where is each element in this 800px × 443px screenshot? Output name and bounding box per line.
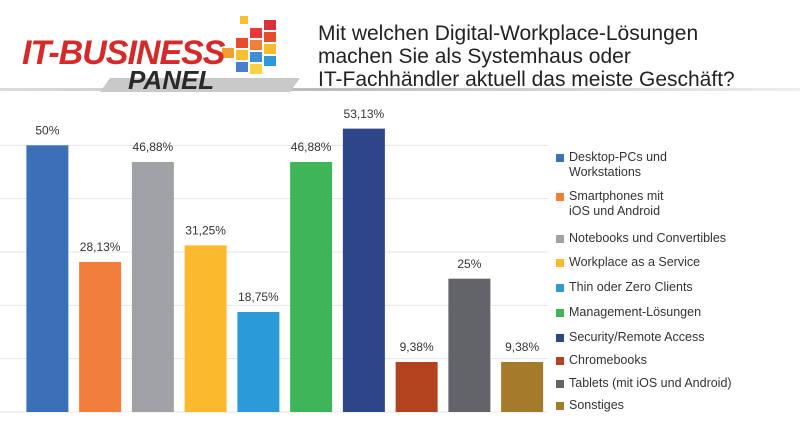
legend-label: Sonstiges <box>569 398 624 412</box>
value-label: 50% <box>35 124 59 138</box>
bar <box>237 312 280 412</box>
legend-entry: Sonstiges <box>556 398 624 413</box>
bar <box>501 361 544 412</box>
chart-title: Mit welchen Digital-Workplace-Lösungen m… <box>318 22 735 91</box>
bar <box>79 261 122 412</box>
legend-label: Chromebooks <box>569 353 647 367</box>
legend-swatch <box>556 334 564 342</box>
legend-swatch <box>556 284 564 292</box>
bar <box>395 361 438 412</box>
bar <box>290 161 333 412</box>
bar <box>26 145 69 413</box>
legend-swatch <box>556 357 564 365</box>
legend-label: Notebooks und Convertibles <box>569 231 727 245</box>
value-label: 28,13% <box>80 240 121 254</box>
legend-entry: Tablets (mit iOS und Android) <box>556 376 732 391</box>
legend-entry: Desktop-PCs und Workstations <box>556 150 667 180</box>
value-label: 18,75% <box>238 290 279 304</box>
legend-swatch <box>556 235 564 243</box>
bar <box>184 245 227 412</box>
logo-bottom: PANEL <box>128 65 214 95</box>
legend-swatch <box>556 380 564 388</box>
legend-swatch <box>556 402 564 410</box>
bar <box>448 278 491 412</box>
bar <box>131 161 174 412</box>
value-label: 9,38% <box>400 340 434 354</box>
legend-swatch <box>556 154 564 162</box>
bar <box>342 128 385 412</box>
value-label: 46,88% <box>133 140 174 154</box>
legend-label: Thin oder Zero Clients <box>569 280 693 294</box>
value-label: 46,88% <box>291 140 332 154</box>
logo-top: IT-BUSINESS <box>22 34 226 72</box>
header-rule <box>0 88 800 91</box>
legend-swatch <box>556 259 564 267</box>
value-label: 25% <box>457 257 481 271</box>
value-label: 53,13% <box>344 107 385 121</box>
logo-bars <box>222 16 276 74</box>
value-label: 31,25% <box>185 224 226 238</box>
legend-entry: Chromebooks <box>556 353 647 368</box>
legend-swatch <box>556 309 564 317</box>
logo-underlay <box>100 78 300 92</box>
legend-swatch <box>556 193 564 201</box>
legend-label: Workplace as a Service <box>569 255 701 269</box>
legend-label: Tablets (mit iOS und Android) <box>569 376 732 390</box>
legend-label: Desktop-PCs und Workstations <box>569 150 667 179</box>
legend-entry: Thin oder Zero Clients <box>556 280 693 295</box>
legend-label: Security/Remote Access <box>569 330 705 344</box>
legend-label: Management-Lösungen <box>569 305 702 319</box>
value-label: 9,38% <box>505 340 539 354</box>
legend-entry: Management-Lösungen <box>556 305 701 320</box>
legend-label: Smartphones mit iOS und Android <box>569 189 664 218</box>
legend-entry: Security/Remote Access <box>556 330 704 345</box>
legend-entry: Smartphones mit iOS und Android <box>556 189 663 219</box>
legend-entry: Workplace as a Service <box>556 255 700 270</box>
legend-entry: Notebooks und Convertibles <box>556 231 726 246</box>
